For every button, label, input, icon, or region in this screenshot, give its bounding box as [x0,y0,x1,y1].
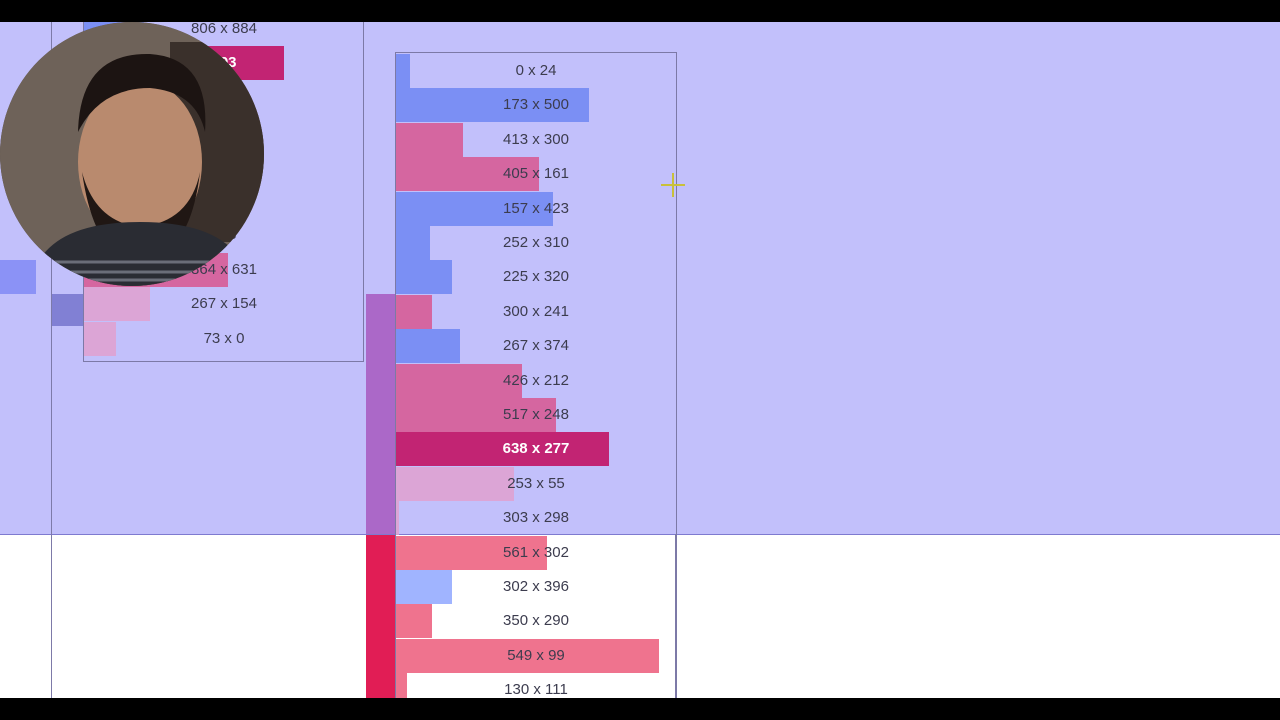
rect-row: 157 x 423 [396,191,676,226]
rect-dimension-label: 405 x 161 [503,165,569,183]
rect-dimension-label: 517 x 248 [503,406,569,423]
rect-bar [396,638,659,673]
left-edge-blue-strip [0,260,36,294]
rect-row: 638 x 277 [396,432,676,467]
rect-row: 302 x 396 [396,570,676,604]
rect-dimension-label: 267 x 154 [191,295,257,313]
main-rectangle-panel: 0 x 24 173 x 500 413 x 300 405 x 161 157 x 4… [395,52,677,698]
rect-bar [84,321,116,356]
left-edge-dark-strip [52,294,83,326]
rect-dimension-label: 549 x 99 [507,646,565,664]
rect-row: 253 x 55 [396,466,676,501]
rect-row: 561 x 302 [396,535,676,570]
crosshair-cursor-icon [661,173,685,197]
rect-dimension-label: 413 x 300 [503,130,569,148]
rect-dimension-label: 225 x 320 [503,268,569,286]
rect-row: 303 x 298 [396,501,676,536]
rect-row: 267 x 374 [396,329,676,364]
rect-dimension-label: 253 x 55 [507,474,565,492]
rect-row: 173 x 500 [396,88,676,123]
rect-row: 413 x 300 [396,122,676,157]
rect-dimension-label: 303 x 298 [503,509,569,527]
rect-row: 405 x 161 [396,157,676,192]
rect-dimension-label: 173 x 500 [503,96,569,114]
rect-bar [396,604,432,639]
rect-row: 350 x 290 [396,604,676,639]
rect-dimension-label: 0 x 24 [515,62,557,79]
rect-dimension-label: 267 x 374 [503,337,569,355]
rect-row: 549 x 99 [396,638,676,673]
rect-dimension-label: 426 x 212 [503,371,569,389]
rect-row: 300 x 241 [396,294,676,329]
rect-row: 130 x 111 [396,673,676,698]
rect-bar [396,673,407,698]
rect-dimension-label: 302 x 396 [503,578,569,595]
rect-row: 73 x 0 [84,321,284,356]
vertical-magenta-column [366,294,395,534]
presenter-webcam-avatar [0,22,264,286]
rect-dimension-label: 73 x 0 [203,329,245,347]
rect-row: 426 x 212 [396,363,676,398]
rect-row: 0 x 24 [396,54,676,88]
rect-row: 225 x 320 [396,260,676,295]
rect-dimension-label: 561 x 302 [503,543,569,561]
rect-bar [396,535,547,570]
rect-dimension-label: 300 x 241 [503,302,569,320]
rect-dimension-label: 252 x 310 [503,234,569,251]
rect-dimension-label: 638 x 277 [502,440,570,458]
rect-dimension-label: 350 x 290 [503,612,569,630]
rect-bar [396,570,452,604]
rect-row: 517 x 248 [396,398,676,432]
guide-line-right [675,534,676,698]
rect-dimension-label: 130 x 111 [504,681,568,698]
rect-row: 252 x 310 [396,226,676,260]
rect-row: 267 x 154 [84,287,284,322]
vertical-red-column [366,534,395,698]
rect-dimension-label: 157 x 423 [503,199,569,217]
